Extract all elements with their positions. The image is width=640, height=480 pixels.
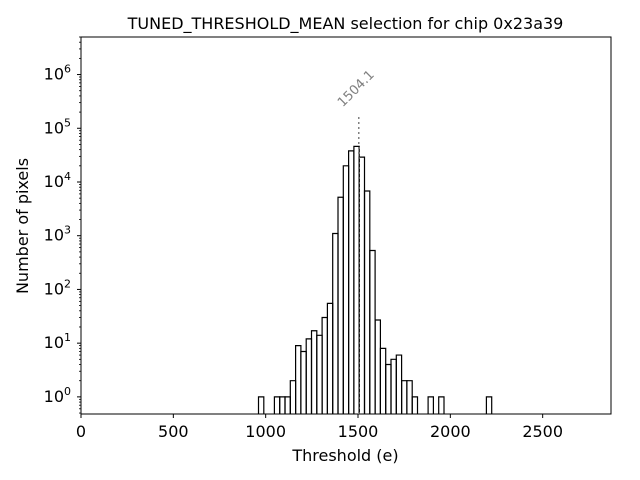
x-tick-label-1: 500 xyxy=(158,422,189,441)
histogram-bin-2 xyxy=(279,396,286,414)
histogram-bin-27 xyxy=(411,396,419,414)
histogram-bin-30 xyxy=(485,396,493,414)
histogram-bin-1 xyxy=(273,396,281,414)
histogram-bin-24 xyxy=(395,354,403,414)
histogram-bin-0 xyxy=(257,396,265,414)
x-tick-label-3: 1500 xyxy=(338,422,379,441)
plot-area: 1504.1 xyxy=(80,36,612,415)
histogram-bin-7 xyxy=(305,338,313,414)
histogram-bin-20 xyxy=(374,319,382,414)
x-axis: 0 500 1000 1500 2000 2500 xyxy=(76,414,563,441)
x-tick-label-5: 2500 xyxy=(522,422,563,441)
x-tick-label-4: 2000 xyxy=(430,422,471,441)
histogram-bin-8 xyxy=(310,330,318,414)
histogram-bin-28 xyxy=(427,396,435,414)
histogram-bin-10 xyxy=(321,316,329,414)
histogram-bin-17 xyxy=(358,156,366,414)
histogram-bin-11 xyxy=(326,302,334,414)
x-tick-label-0: 0 xyxy=(76,422,86,441)
histogram-bin-26 xyxy=(406,380,413,414)
histogram-bin-5 xyxy=(295,345,302,414)
histogram-bin-14 xyxy=(342,165,350,414)
x-axis-label: Threshold (e) xyxy=(291,446,398,465)
histogram-bars xyxy=(257,145,493,414)
y-tick-label-1: 101 xyxy=(44,331,71,352)
histogram-bin-6 xyxy=(300,350,307,414)
y-tick-label-0: 100 xyxy=(44,385,71,406)
y-tick-label-3: 103 xyxy=(44,224,71,245)
plot-frame xyxy=(80,36,612,415)
histogram-bin-3 xyxy=(284,396,291,414)
histogram-bin-15 xyxy=(348,150,355,414)
histogram-bin-13 xyxy=(337,196,344,414)
y-tick-label-5: 105 xyxy=(44,116,71,137)
histogram-bin-29 xyxy=(438,396,445,414)
y-tick-label-4: 104 xyxy=(44,170,71,191)
histogram-bin-18 xyxy=(363,190,371,414)
histogram-bin-22 xyxy=(385,363,392,414)
y-axis-label: Number of pixels xyxy=(13,158,32,294)
histogram-bin-4 xyxy=(289,380,297,414)
histogram-bin-9 xyxy=(316,334,323,414)
histogram-bin-25 xyxy=(401,380,408,414)
y-axis: 100 101 102 103 104 105 106 xyxy=(44,36,81,414)
histogram-bin-12 xyxy=(332,232,339,414)
histogram-bin-19 xyxy=(369,249,376,414)
chart-title: TUNED_THRESHOLD_MEAN selection for chip … xyxy=(127,14,564,34)
histogram-bin-21 xyxy=(379,347,387,414)
mean-threshold-label: 1504.1 xyxy=(335,68,378,111)
histogram-bin-23 xyxy=(390,358,397,414)
y-tick-label-2: 102 xyxy=(44,277,71,298)
x-tick-label-2: 1000 xyxy=(245,422,286,441)
y-tick-label-6: 106 xyxy=(44,63,71,84)
